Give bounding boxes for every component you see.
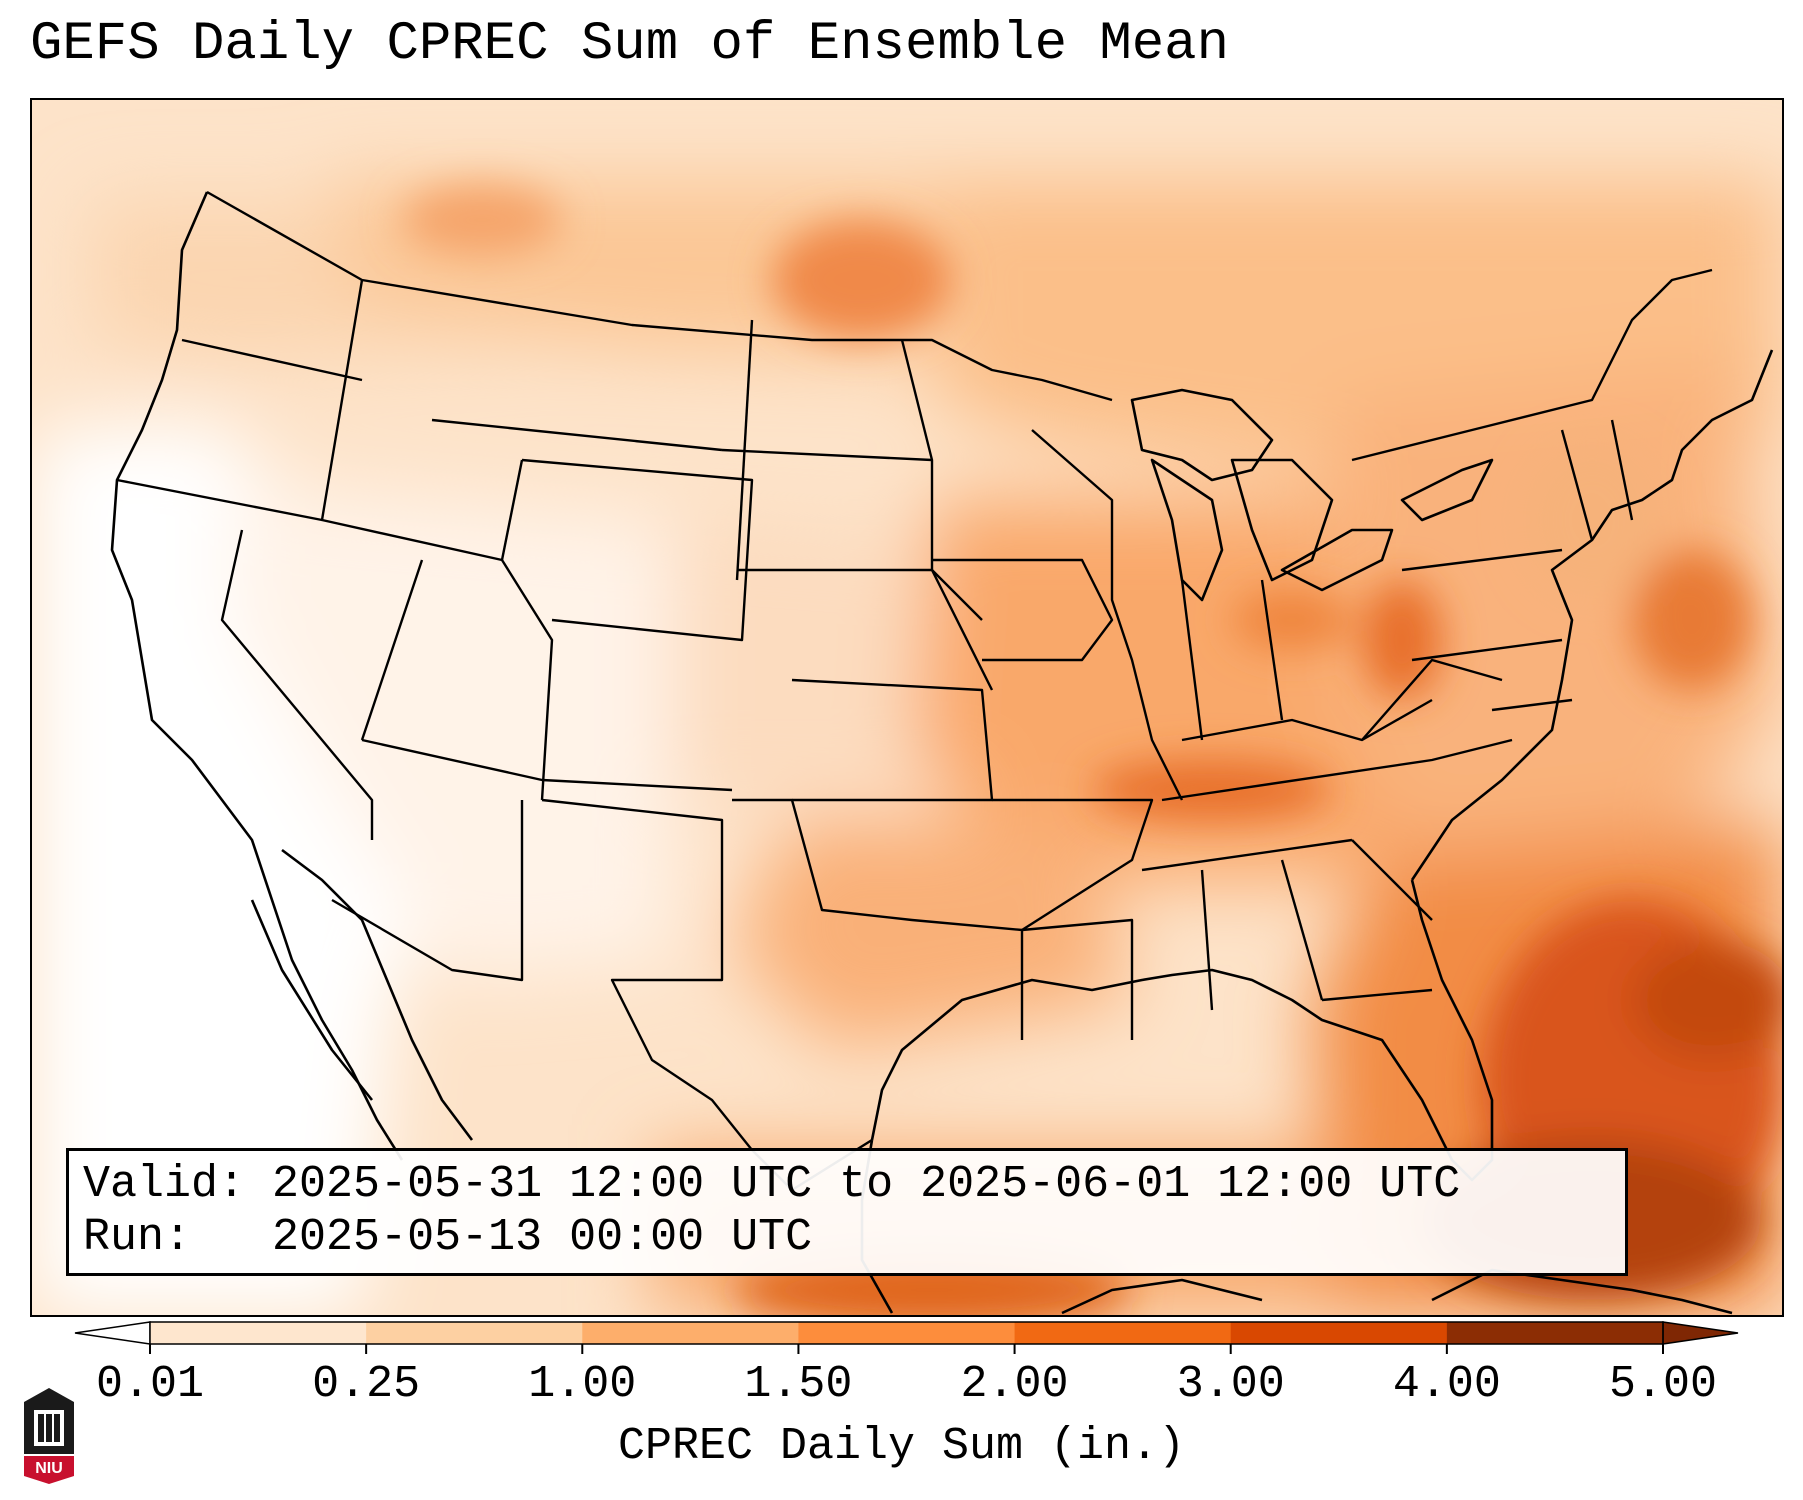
colorbar-tick-label: 1.50 [744,1359,853,1410]
colorbar-tick-label: 5.00 [1608,1359,1718,1410]
colorbar-tick-label: 1.00 [528,1359,637,1410]
valid-label: Valid: [83,1159,246,1210]
colorbar-segment [150,1322,367,1344]
colorbar-segment [582,1322,799,1344]
colorbar-tick-label: 2.00 [960,1359,1069,1410]
run-label: Run: [83,1212,192,1263]
colorbar-segments [74,1321,1739,1345]
colorbar-segment [1014,1322,1232,1344]
colorbar-outline [149,1321,1664,1345]
colorbar-segment [798,1322,1016,1344]
run-value: 2025-05-13 00:00 UTC [272,1212,813,1263]
colorbar-tick-label: 0.25 [312,1359,421,1410]
colorbar-tick-label: 0.01 [95,1359,205,1410]
colorbar-tick-label: 4.00 [1392,1359,1501,1410]
colorbar-label: CPREC Daily Sum (in.) [617,1421,1186,1472]
colorbar-over-arrow [1662,1321,1739,1345]
niu-university-logo-icon: NIU [24,1388,74,1484]
valid-row: Valid: 2025-05-31 12:00 UTC to 2025-06-0… [83,1158,1625,1211]
state-borders [116,190,1713,1192]
precipitation-map [30,98,1784,1317]
colorbar-tick-label: 3.00 [1176,1359,1285,1410]
run-row: Run: 2025-05-13 00:00 UTC [83,1211,1625,1264]
map-canvas [32,100,1782,1315]
colorbar-segment [366,1322,583,1344]
valid-run-info-box: Valid: 2025-05-31 12:00 UTC to 2025-06-0… [66,1148,1628,1276]
colorbar-ticks [149,1344,1664,1354]
map-title: GEFS Daily CPREC Sum of Ensemble Mean [30,14,1229,75]
colorbar-segment [1230,1322,1448,1344]
colorbar [74,1321,1739,1354]
colorbar-segment [1446,1322,1664,1344]
logo-text: NIU [35,1460,63,1477]
colorbar-under-arrow [74,1321,151,1345]
valid-value: 2025-05-31 12:00 UTC to 2025-06-01 12:00… [272,1159,1461,1210]
